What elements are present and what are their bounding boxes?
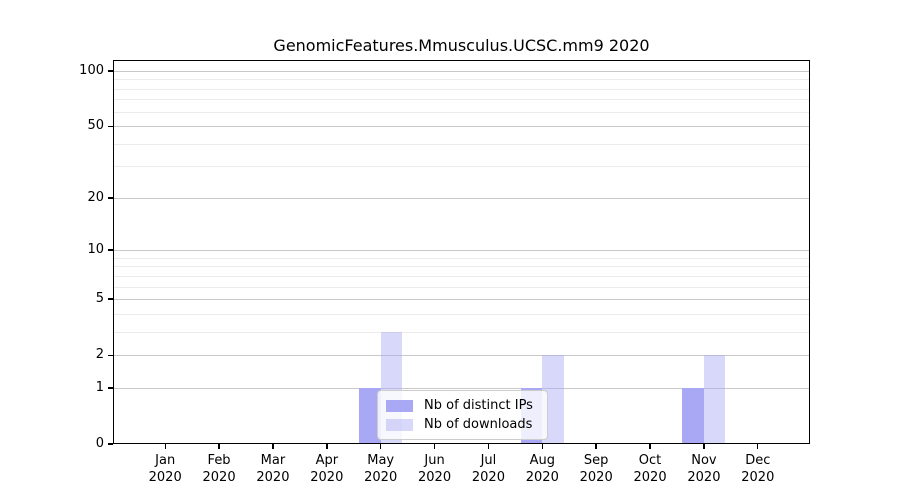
- y-tick-mark-2: [108, 354, 113, 356]
- x-tick-month: Dec: [745, 453, 771, 468]
- x-tick-year: 2020: [202, 470, 236, 485]
- x-tick-year: 2020: [525, 470, 559, 485]
- gridline-major-20: [113, 197, 810, 199]
- x-tick-mark-Dec: [757, 444, 759, 449]
- legend-entry-downloads: Nb of downloads: [386, 417, 539, 432]
- x-tick-month: Aug: [529, 453, 555, 468]
- gridline-minor-8: [113, 266, 810, 268]
- gridline-minor-70: [113, 99, 810, 101]
- gridline-major-5: [113, 299, 810, 301]
- gridline-minor-90: [113, 79, 810, 81]
- x-tick-label-Sep: Sep 2020: [564, 452, 628, 486]
- x-tick-label-Nov: Nov 2020: [672, 452, 736, 486]
- y-tick-mark-50: [108, 125, 113, 127]
- x-tick-year: 2020: [579, 470, 613, 485]
- x-tick-month: Oct: [638, 453, 662, 468]
- x-tick-year: 2020: [310, 470, 344, 485]
- x-tick-month: Jun: [424, 453, 445, 468]
- x-tick-year: 2020: [633, 470, 667, 485]
- legend-swatch-distinct-ips: [386, 399, 413, 412]
- x-tick-label-Jan: Jan 2020: [133, 452, 197, 486]
- gridline-minor-4: [113, 313, 810, 315]
- x-tick-label-Mar: Mar 2020: [241, 452, 305, 486]
- gridline-major-1: [113, 387, 810, 389]
- y-tick-label-10: 10: [87, 242, 104, 258]
- y-tick-mark-100: [108, 70, 113, 72]
- x-tick-mark-Aug: [541, 444, 543, 449]
- y-tick-mark-5: [108, 298, 113, 300]
- gridline-minor-3: [113, 331, 810, 333]
- x-tick-label-Jul: Jul 2020: [456, 452, 520, 486]
- y-tick-mark-10: [108, 249, 113, 251]
- gridline-minor-9: [113, 257, 810, 259]
- y-tick-label-1: 1: [95, 379, 104, 395]
- bar-nb-of-distinct-ips-May: [359, 387, 381, 444]
- x-tick-year: 2020: [364, 470, 398, 485]
- x-tick-month: Sep: [583, 453, 609, 468]
- y-tick-label-5: 5: [95, 291, 104, 307]
- gridline-minor-6: [113, 286, 810, 288]
- x-tick-month: Jul: [480, 453, 497, 468]
- gridline-minor-30: [113, 166, 810, 168]
- x-tick-mark-Oct: [649, 444, 651, 449]
- x-tick-label-Aug: Aug 2020: [510, 452, 574, 486]
- x-tick-mark-Nov: [703, 444, 705, 449]
- x-tick-label-May: May 2020: [349, 452, 413, 486]
- x-tick-year: 2020: [471, 470, 505, 485]
- x-tick-label-Feb: Feb 2020: [187, 452, 251, 486]
- x-tick-mark-Mar: [272, 444, 274, 449]
- gridline-major-100: [113, 71, 810, 72]
- x-tick-mark-Jan: [164, 444, 166, 449]
- x-tick-mark-Feb: [218, 444, 220, 449]
- x-tick-label-Oct: Oct 2020: [618, 452, 682, 486]
- x-tick-mark-May: [379, 444, 382, 449]
- chart-title: GenomicFeatures.Mmusculus.UCSC.mm9 2020: [273, 36, 650, 55]
- bar-nb-of-downloads-Nov: [703, 355, 726, 444]
- y-tick-mark-20: [108, 197, 113, 199]
- legend-swatch-downloads: [386, 418, 413, 431]
- gridline-minor-60: [113, 111, 810, 113]
- y-tick-label-2: 2: [95, 347, 104, 363]
- x-tick-label-Dec: Dec 2020: [726, 452, 790, 486]
- x-tick-year: 2020: [687, 470, 721, 485]
- bar-nb-of-distinct-ips-Nov: [682, 387, 704, 444]
- y-tick-mark-1: [108, 387, 113, 389]
- x-tick-month: Jan: [155, 453, 176, 468]
- y-tick-label-20: 20: [87, 189, 104, 205]
- x-tick-month: Mar: [260, 453, 286, 468]
- gridline-minor-40: [113, 143, 810, 145]
- x-tick-mark-Sep: [595, 444, 597, 449]
- x-tick-label-Jun: Jun 2020: [403, 452, 467, 486]
- legend-entry-distinct-ips: Nb of distinct IPs: [386, 398, 539, 413]
- y-tick-label-0: 0: [95, 436, 104, 451]
- gridline-minor-7: [113, 275, 810, 277]
- x-tick-month: May: [367, 453, 395, 468]
- y-tick-mark-0: [108, 443, 113, 445]
- gridline-major-2: [113, 355, 810, 357]
- x-tick-mark-Apr: [326, 444, 328, 449]
- x-tick-year: 2020: [741, 470, 775, 485]
- x-tick-mark-Jul: [487, 444, 490, 449]
- gridline-major-50: [113, 126, 810, 128]
- gridline-major-10: [113, 250, 810, 252]
- gridline-minor-80: [113, 88, 810, 90]
- x-tick-year: 2020: [148, 470, 182, 485]
- legend-label-downloads: Nb of downloads: [424, 417, 533, 432]
- x-tick-month: Nov: [691, 453, 717, 468]
- y-tick-label-50: 50: [87, 118, 104, 134]
- x-tick-mark-Jun: [433, 444, 436, 449]
- plot-area: [113, 60, 810, 444]
- x-tick-year: 2020: [256, 470, 290, 485]
- x-tick-month: Apr: [315, 453, 339, 468]
- x-tick-year: 2020: [418, 470, 452, 485]
- legend-label-distinct-ips: Nb of distinct IPs: [424, 398, 533, 413]
- legend: Nb of distinct IPs Nb of downloads: [377, 390, 548, 440]
- x-tick-month: Feb: [207, 453, 231, 468]
- y-tick-label-100: 100: [79, 63, 104, 78]
- x-tick-label-Apr: Apr 2020: [295, 452, 359, 486]
